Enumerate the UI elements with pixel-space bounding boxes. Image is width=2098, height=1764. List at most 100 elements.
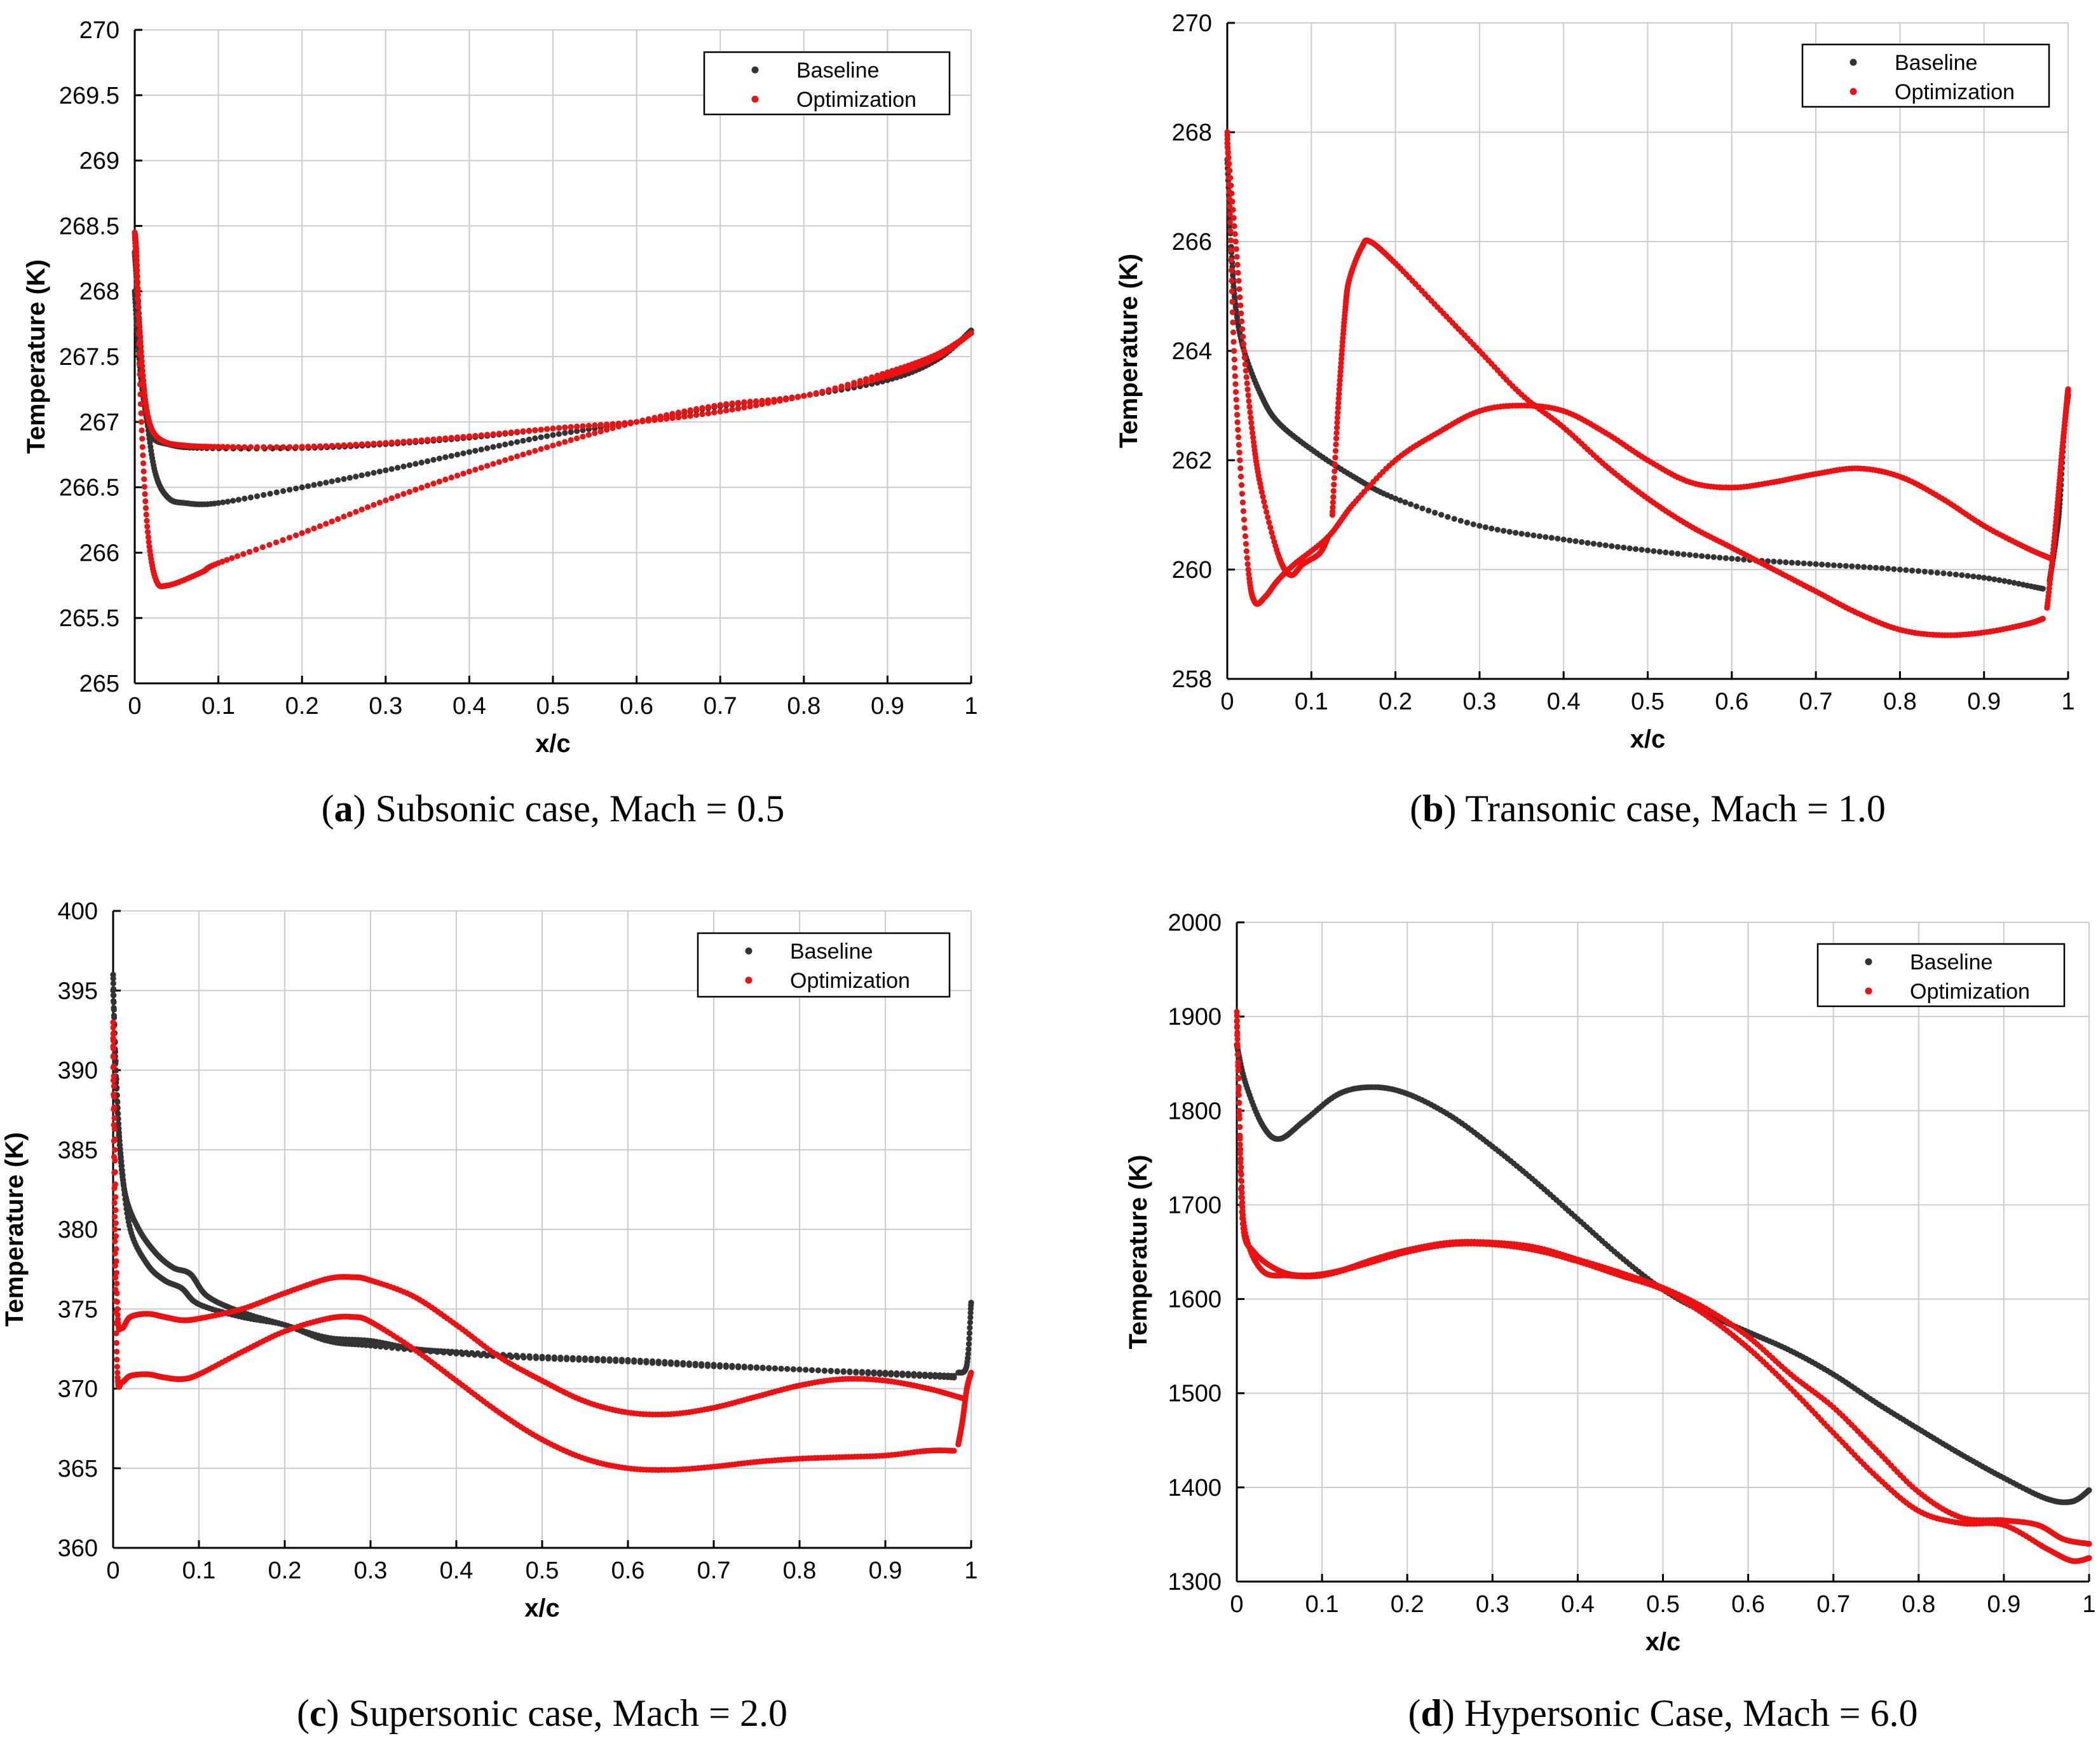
data-point — [966, 1336, 972, 1342]
data-point — [889, 367, 896, 374]
data-point — [1579, 539, 1585, 545]
data-point — [280, 537, 286, 544]
data-point — [1609, 543, 1615, 549]
x-tick-label: 0.8 — [1902, 1591, 1935, 1618]
data-point — [1332, 455, 1338, 461]
data-point — [1229, 198, 1236, 205]
data-point — [1235, 427, 1241, 433]
data-point — [454, 451, 461, 458]
x-tick-label: 0.4 — [453, 693, 486, 720]
data-point — [490, 461, 496, 467]
y-tick-label: 370 — [58, 1376, 98, 1403]
data-point — [859, 1370, 865, 1376]
data-point — [119, 1172, 126, 1179]
data-point — [555, 431, 562, 437]
data-point — [118, 1154, 124, 1160]
data-point — [112, 1147, 118, 1153]
data-point — [1229, 309, 1236, 315]
data-point — [1451, 516, 1457, 522]
figure-caption: (d) Hypersonic Case, Mach = 6.0 — [1408, 1692, 1917, 1734]
data-point — [335, 442, 341, 449]
data-point — [346, 475, 353, 481]
data-point — [526, 436, 533, 443]
data-point — [144, 523, 151, 530]
legend-label: Optimization — [796, 88, 916, 112]
data-point — [371, 502, 377, 508]
data-point — [582, 1357, 589, 1363]
data-point — [1261, 498, 1267, 505]
data-point — [735, 400, 741, 406]
data-point — [358, 472, 365, 479]
data-point — [965, 1351, 971, 1357]
chart-d: 0 0.1 0.2 0.3 0.4 0.5 0.6 0.7 0.8 0.9 113001400150… — [1124, 910, 2096, 1734]
data-point — [967, 1319, 973, 1325]
data-point — [801, 393, 807, 399]
data-point — [1229, 278, 1235, 284]
data-point — [242, 495, 248, 502]
legend-marker — [1849, 58, 1857, 66]
data-point — [520, 437, 526, 444]
data-point — [1952, 571, 1959, 578]
data-point — [365, 471, 371, 477]
data-point — [1771, 558, 1777, 565]
data-point — [1402, 499, 1408, 505]
data-point — [1734, 556, 1741, 563]
y-tick-label: 267.5 — [59, 344, 119, 371]
chart-b: 0 0.1 0.2 0.3 0.4 0.5 0.6 0.7 0.8 0.9 125826026226… — [1115, 10, 2075, 830]
y-tick-label: 390 — [58, 1058, 98, 1084]
data-point — [1258, 484, 1264, 491]
data-point — [427, 1348, 434, 1355]
data-point — [335, 477, 341, 484]
grid — [1227, 22, 2069, 680]
data-point — [1244, 386, 1251, 393]
data-point — [753, 1365, 760, 1371]
data-point — [1331, 475, 1337, 481]
y-tick-label: 260 — [1172, 557, 1212, 584]
data-point — [1250, 430, 1256, 436]
data-point — [406, 489, 413, 495]
data-point — [472, 1351, 478, 1358]
data-point — [1626, 545, 1633, 552]
data-point — [1338, 360, 1344, 366]
data-point — [484, 445, 491, 451]
data-point — [777, 396, 783, 402]
data-point — [1235, 270, 1241, 276]
data-point — [115, 1111, 121, 1117]
data-point — [662, 1360, 668, 1367]
data-point — [317, 443, 323, 449]
data-point — [1267, 524, 1274, 531]
data-point — [569, 1357, 576, 1363]
data-point — [111, 1106, 117, 1112]
data-point — [115, 1121, 122, 1127]
data-point — [784, 1366, 791, 1372]
data-point — [808, 1367, 815, 1373]
data-point — [508, 1354, 515, 1360]
data-point — [1243, 374, 1250, 380]
data-point — [1337, 373, 1344, 379]
data-point — [1239, 491, 1245, 497]
data-point — [771, 397, 777, 403]
data-point — [247, 444, 254, 450]
data-point — [693, 406, 700, 413]
caption-letter: b — [1422, 788, 1443, 830]
data-point — [664, 412, 670, 418]
data-point — [287, 444, 293, 450]
x-tick-label: 1 — [964, 693, 977, 720]
data-point — [242, 444, 248, 450]
data-point — [680, 1362, 686, 1368]
data-point — [111, 1122, 117, 1128]
data-point — [1644, 547, 1651, 554]
data-point — [557, 1356, 564, 1362]
data-point — [138, 410, 144, 416]
data-point — [1266, 519, 1272, 526]
data-point — [634, 419, 640, 425]
data-point — [111, 1138, 117, 1144]
data-point — [544, 426, 550, 432]
data-point — [965, 1355, 971, 1362]
y-tick-label: 360 — [58, 1535, 98, 1562]
y-axis-label: Temperature (K) — [1115, 254, 1143, 448]
data-point — [514, 1354, 521, 1360]
data-point — [965, 1346, 972, 1352]
data-point — [1244, 380, 1250, 386]
